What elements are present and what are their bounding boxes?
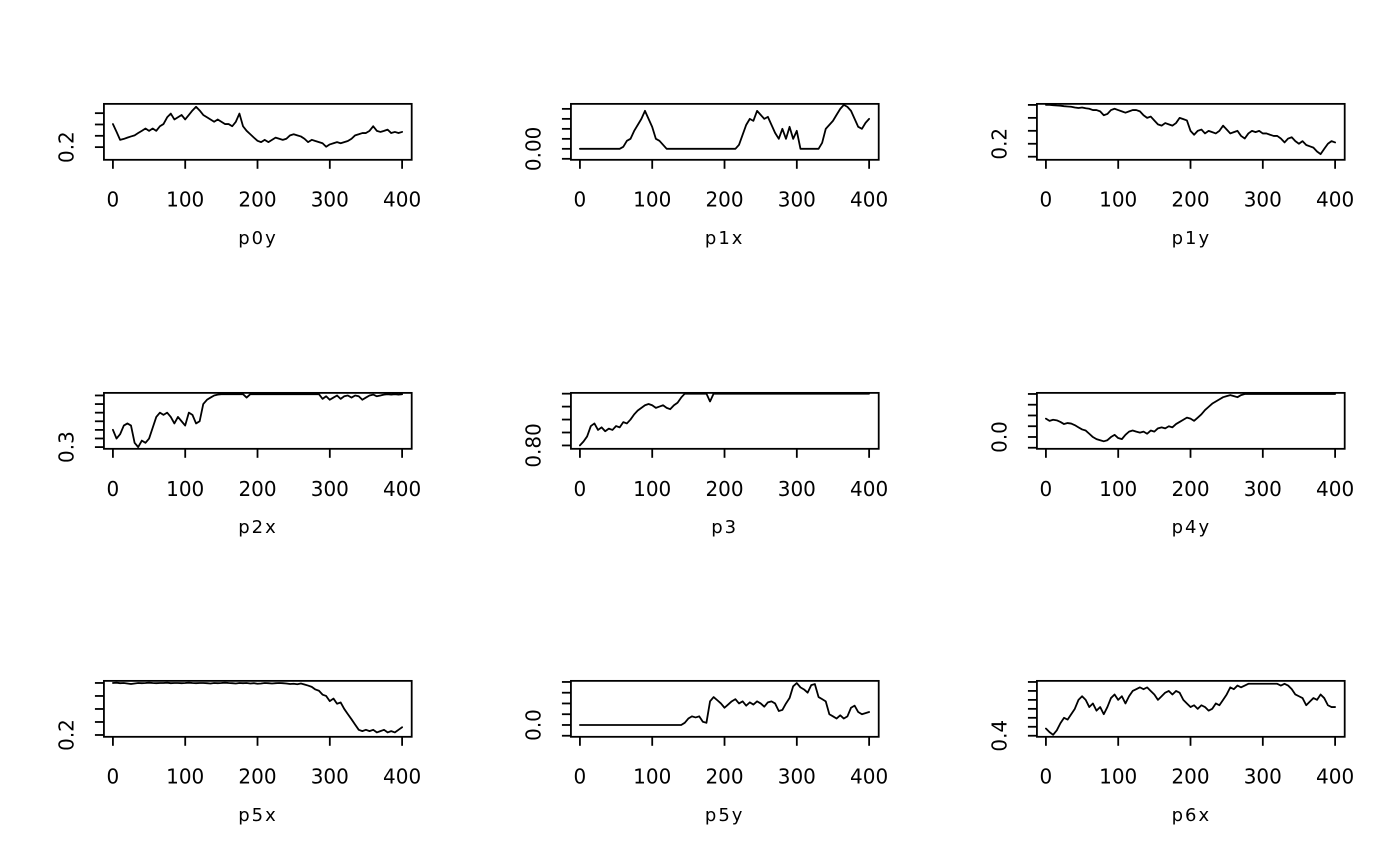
plot-box [1036, 391, 1346, 450]
trace-plot-canvas: 0.0 0 100 200 300 400 [521, 680, 888, 789]
x-tick-label: 400 [850, 476, 888, 500]
y-tick-label: 0.4 [988, 720, 1012, 752]
x-tick-label: 200 [238, 188, 276, 212]
x-tick-label: 400 [1316, 476, 1354, 500]
subplot-title: p4y [1171, 516, 1212, 538]
trace-plot-canvas: 0.3 0 100 200 300 400 [54, 391, 421, 500]
x-tick-label: 400 [850, 188, 888, 212]
subplot-p4y: 0.0 0 100 200 300 400 p4y [933, 289, 1400, 578]
subplot-title: p5y [704, 805, 745, 827]
subplot-p1x: 0.00 0 100 200 300 400 p1x [467, 0, 934, 289]
subplot-title: p1x [704, 228, 745, 249]
x-tick-label: 300 [777, 476, 815, 500]
x-tick-label: 300 [777, 765, 815, 789]
subplot-title: p0y [238, 228, 278, 249]
trace-line [112, 682, 404, 734]
x-tick-label: 0 [107, 765, 120, 789]
x-tick-label: 100 [166, 476, 204, 500]
x-tick-label: 100 [633, 188, 671, 212]
plot-box [103, 102, 413, 161]
x-tick-label: 100 [1099, 476, 1137, 500]
x-tick-label: 0 [1040, 188, 1053, 212]
plot-box [569, 102, 880, 161]
plot-box [569, 391, 880, 450]
plot-box [1036, 680, 1346, 739]
x-tick-label: 300 [777, 188, 815, 212]
y-tick-label: 0.2 [54, 131, 78, 163]
x-tick-label: 300 [311, 765, 349, 789]
trace-plot-canvas: 0.0 0 100 200 300 400 [988, 391, 1354, 500]
x-tick-label: 200 [238, 476, 276, 500]
trace-line [578, 682, 870, 727]
trace-line [1045, 392, 1337, 442]
x-tick-label: 200 [1172, 765, 1210, 789]
x-tick-label: 100 [633, 476, 671, 500]
subplot-p2x: 0.3 0 100 200 300 400 p2x [0, 289, 467, 578]
plot-box [103, 391, 413, 450]
y-tick-label: 0.2 [54, 719, 78, 751]
trace-plot-canvas: 0.80 0 100 200 300 400 [521, 391, 888, 500]
x-tick-label: 300 [1244, 765, 1282, 789]
x-tick-label: 200 [238, 765, 276, 789]
x-tick-label: 0 [573, 188, 586, 212]
x-tick-label: 100 [166, 765, 204, 789]
trace-plot-canvas: 0.2 0 100 200 300 400 [988, 102, 1354, 212]
plot-box [103, 680, 413, 739]
subplot-p3: 0.80 0 100 200 300 400 p3 [467, 289, 934, 578]
trace-line [1045, 683, 1337, 737]
x-tick-label: 400 [850, 765, 888, 789]
subplot-title: p5x [238, 805, 278, 827]
y-tick-label: 0.3 [54, 431, 78, 463]
x-tick-label: 300 [1244, 188, 1282, 212]
x-tick-label: 400 [383, 765, 421, 789]
trace-plot-canvas: 0.2 0 100 200 300 400 [54, 680, 421, 789]
trace-plot-canvas: 0.2 0 100 200 300 400 [54, 102, 421, 212]
x-tick-label: 100 [1099, 188, 1137, 212]
subplot-title: p3 [711, 516, 739, 538]
y-tick-label: 0.2 [988, 128, 1012, 160]
x-tick-label: 0 [573, 476, 586, 500]
x-tick-label: 0 [1040, 765, 1053, 789]
x-tick-label: 300 [1244, 476, 1282, 500]
x-tick-label: 200 [705, 188, 743, 212]
x-tick-label: 0 [107, 188, 120, 212]
x-tick-label: 200 [705, 476, 743, 500]
x-tick-label: 100 [166, 188, 204, 212]
trace-line [1045, 103, 1337, 156]
y-tick-label: 0.0 [521, 709, 545, 741]
trace-line [112, 105, 404, 148]
trace-line [112, 392, 404, 448]
trace-plot-canvas: 0.00 0 100 200 300 400 [521, 102, 888, 212]
x-tick-label: 0 [107, 476, 120, 500]
x-tick-label: 100 [1099, 765, 1137, 789]
subplot-title: p1y [1171, 228, 1212, 249]
subplot-p5y: 0.0 0 100 200 300 400 p5y [467, 577, 934, 866]
x-tick-label: 0 [1040, 476, 1053, 500]
subplot-p5x: 0.2 0 100 200 300 400 p5x [0, 577, 467, 866]
x-tick-label: 0 [573, 765, 586, 789]
x-tick-label: 200 [1172, 476, 1210, 500]
x-tick-label: 400 [383, 188, 421, 212]
y-tick-label: 0.80 [521, 423, 545, 467]
y-tick-label: 0.0 [988, 421, 1012, 453]
x-tick-label: 300 [311, 476, 349, 500]
trace-plot-canvas: 0.4 0 100 200 300 400 [988, 680, 1354, 789]
x-tick-label: 100 [633, 765, 671, 789]
trace-line [578, 392, 870, 446]
x-tick-label: 400 [1316, 188, 1354, 212]
subplot-title: p2x [238, 516, 278, 538]
trace-line [578, 103, 870, 150]
x-tick-label: 400 [383, 476, 421, 500]
subplot-p6x: 0.4 0 100 200 300 400 p6x [933, 577, 1400, 866]
x-tick-label: 400 [1316, 765, 1354, 789]
x-tick-label: 200 [705, 765, 743, 789]
x-tick-label: 200 [1172, 188, 1210, 212]
subplot-title: p6x [1171, 805, 1212, 827]
plot-box [569, 680, 880, 739]
subplot-p1y: 0.2 0 100 200 300 400 p1y [933, 0, 1400, 289]
y-tick-label: 0.00 [521, 127, 545, 171]
x-tick-label: 300 [311, 188, 349, 212]
subplot-p0y: 0.2 0 100 200 300 400 p0y [0, 0, 467, 289]
